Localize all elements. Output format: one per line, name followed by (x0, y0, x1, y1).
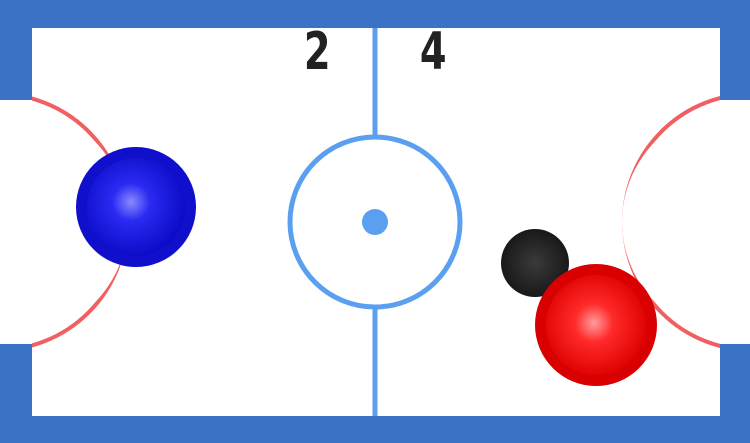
red-paddle[interactable] (535, 264, 657, 386)
right-goal-mouth (720, 100, 750, 344)
puck[interactable] (501, 229, 569, 297)
left-score: 2 (303, 22, 331, 82)
center-dot (362, 209, 388, 235)
right-goal-opening (622, 102, 750, 342)
blue-paddle[interactable] (76, 147, 196, 267)
right-score: 4 (419, 22, 447, 82)
left-goal-mouth (0, 100, 32, 344)
